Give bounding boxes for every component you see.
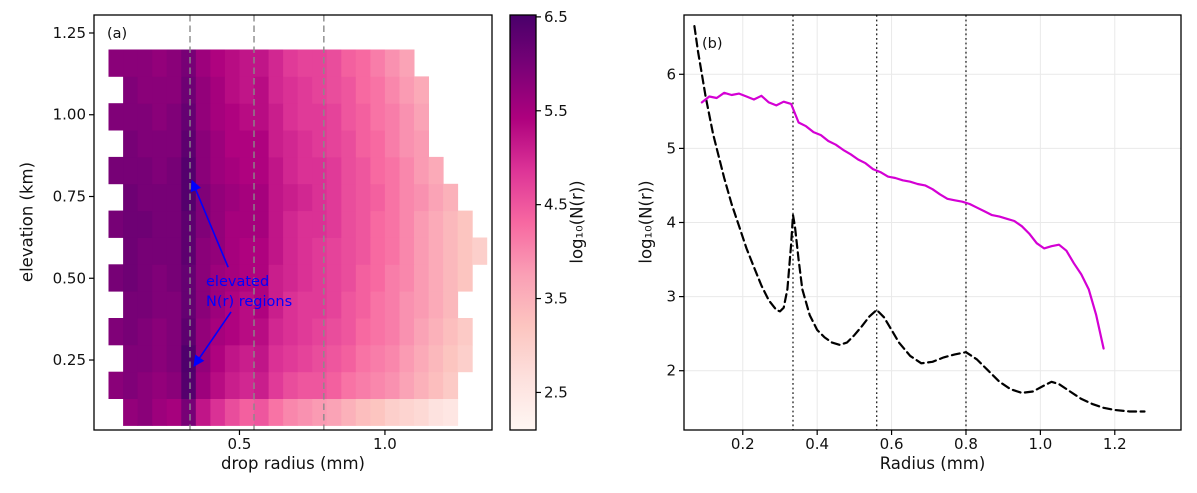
panel-a: 0.5 1.0 0.25 0.50 0.75 1.00 1.25 — [53, 14, 493, 453]
panel-b-xlabel: Radius (mm) — [879, 454, 986, 473]
tick-label: 3 — [666, 288, 676, 306]
tick-label: 0.25 — [53, 351, 86, 369]
tick-label: 6 — [666, 65, 676, 83]
tick-label: 0.8 — [954, 435, 978, 453]
tick-label: 1.2 — [1103, 435, 1127, 453]
tick-label: 2 — [666, 362, 676, 380]
tick-label: 0.50 — [53, 269, 86, 287]
annotation-line-2: N(r) regions — [206, 294, 293, 310]
panel-b-ylabel: log₁₀(N(r)) — [636, 180, 656, 264]
series-solid-magenta — [700, 91, 1105, 350]
tick-label: 1.00 — [53, 106, 86, 124]
tick-label: 0.4 — [805, 435, 829, 453]
tick-label: 0.2 — [731, 435, 755, 453]
annotation-arrow — [190, 179, 229, 268]
panel-b: 0.2 0.4 0.6 0.8 1.0 1.2 2 3 4 5 6 — [666, 14, 1182, 453]
tick-label: 5.5 — [544, 102, 568, 120]
tick-label: 0.75 — [53, 188, 86, 206]
tick-label: 4.5 — [544, 196, 568, 214]
panel-b-grid — [684, 15, 1181, 430]
heatmap-mesh — [108, 49, 488, 426]
panel-b-letter: (b) — [702, 36, 723, 52]
colorbar-label: log₁₀(N(r)) — [567, 180, 587, 264]
panel-a-spines — [93, 14, 493, 431]
annotation-text: elevated N(r) regions — [206, 272, 292, 312]
tick-label: 1.0 — [1028, 435, 1052, 453]
colorbar-gradient — [509, 14, 537, 431]
series-dashed-black — [693, 25, 1146, 413]
tick-label: 1.0 — [373, 435, 397, 453]
colorbar: 2.5 3.5 4.5 5.5 6.5 — [509, 8, 568, 431]
tick-label: 2.5 — [544, 383, 568, 401]
tick-label: 1.25 — [53, 24, 86, 42]
tick-label: 6.5 — [544, 8, 568, 26]
tick-label: 3.5 — [544, 290, 568, 308]
tick-label: 4 — [666, 214, 676, 232]
tick-label: 0.6 — [880, 435, 904, 453]
tick-label: 5 — [666, 139, 676, 157]
annotation-line-1: elevated — [206, 274, 270, 290]
panel-b-ticks: 0.2 0.4 0.6 0.8 1.0 1.2 2 3 4 5 6 — [666, 65, 1126, 453]
panel-a-letter: (a) — [107, 26, 128, 42]
panel-a-ylabel: elevation (km) — [17, 161, 37, 283]
annotation-arrow — [193, 311, 232, 367]
tick-label: 0.5 — [228, 435, 252, 453]
panel-a-ticks: 0.5 1.0 0.25 0.50 0.75 1.00 1.25 — [53, 24, 397, 453]
panel-a-xlabel: drop radius (mm) — [221, 454, 365, 473]
